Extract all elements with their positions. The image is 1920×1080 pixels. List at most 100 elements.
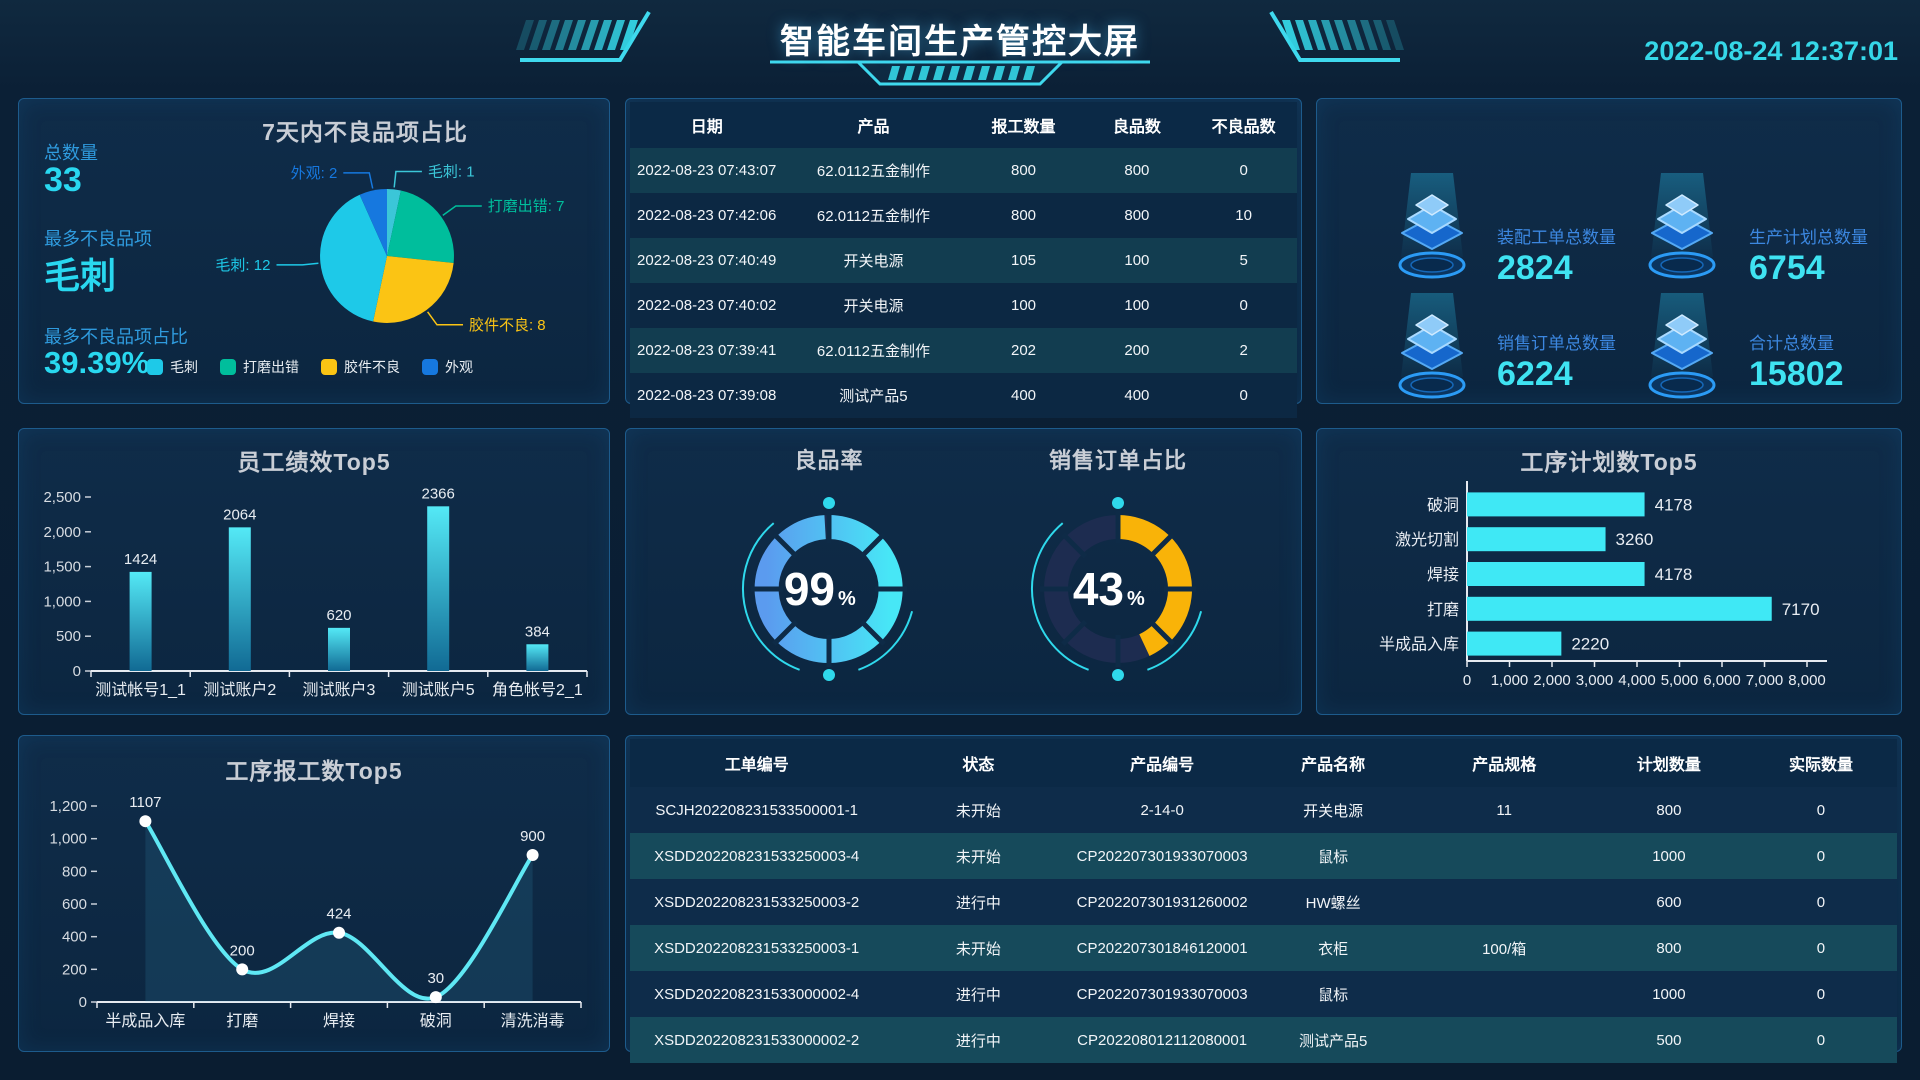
table-cell: 800 xyxy=(1010,207,1037,224)
svg-text:424: 424 xyxy=(326,906,351,923)
table-cell: 鼠标 xyxy=(1318,848,1349,866)
svg-text:角色帐号2_1: 角色帐号2_1 xyxy=(492,681,583,699)
svg-text:激光切割: 激光切割 xyxy=(1395,531,1459,549)
table-cell: 测试产品5 xyxy=(1298,1032,1368,1050)
table-row: XSDD202208231533250003-1 未开始 CP20220730184… xyxy=(630,925,1897,971)
table-cell: 0 xyxy=(1239,297,1248,314)
stat-label-top-defect: 最多不良品项 xyxy=(44,229,152,249)
legend-item: 外观 xyxy=(422,357,473,377)
svg-text:2,000: 2,000 xyxy=(1533,672,1571,689)
table-cell: CP202207301931260002 xyxy=(1076,893,1248,911)
total-label: 销售订单总数量 xyxy=(1497,334,1616,353)
col-header: 报工数量 xyxy=(963,102,1084,148)
table-cell: 100 xyxy=(1124,297,1150,314)
svg-text:测试账户3: 测试账户3 xyxy=(303,681,376,699)
table-cell: 开关电源 xyxy=(1303,802,1364,820)
table-cell: 100 xyxy=(1010,297,1037,314)
table-cell: 2022-08-23 07:40:49 xyxy=(637,252,777,269)
svg-text:7,000: 7,000 xyxy=(1746,672,1784,689)
total-label: 生产计划总数量 xyxy=(1749,228,1868,247)
table-cell: 0 xyxy=(1816,893,1826,911)
svg-text:620: 620 xyxy=(326,607,351,624)
table-cell: XSDD202208231533250003-4 xyxy=(654,847,860,865)
table-cell: 400 xyxy=(1010,387,1037,404)
table-cell: 进行中 xyxy=(955,986,1001,1004)
table-cell: CP202207301933070003 xyxy=(1076,847,1248,865)
svg-text:半成品入库: 半成品入库 xyxy=(105,1012,185,1030)
svg-text:5,000: 5,000 xyxy=(1661,672,1699,689)
stat-value-top-ratio: 39.39% xyxy=(44,345,150,380)
table-cell xyxy=(1416,833,1593,879)
svg-text:破洞: 破洞 xyxy=(1427,496,1459,514)
table-cell: 62.0112五金制作 xyxy=(816,208,930,225)
table-cell: 0 xyxy=(1239,387,1248,404)
col-header: 状态 xyxy=(883,739,1074,787)
table-cell: 500 xyxy=(1656,1031,1682,1049)
svg-text:2220: 2220 xyxy=(1571,635,1609,654)
legend-label: 胶件不良 xyxy=(344,359,400,375)
work-order-table: 工单编号 状态 产品编号 产品名称 产品规格 计划数量 实际数量 SCJH202… xyxy=(630,739,1897,1063)
table-header-row: 日期 产品 报工数量 良品数 不良品数 xyxy=(630,102,1297,148)
table-cell: 进行中 xyxy=(955,1032,1001,1050)
svg-text:7170: 7170 xyxy=(1782,600,1820,619)
svg-text:测试账户5: 测试账户5 xyxy=(402,681,475,699)
table-cell: 测试产品5 xyxy=(839,388,908,405)
svg-text:800: 800 xyxy=(62,863,87,880)
table-cell: 未开始 xyxy=(955,848,1001,866)
stat-value-top-defect: 毛刺 xyxy=(44,255,117,296)
svg-text:外观: 2: 外观: 2 xyxy=(291,165,338,182)
layers-icon xyxy=(1398,171,1466,279)
table-row: XSDD202208231533000002-2 进行中 CP20220801211… xyxy=(630,1017,1897,1063)
svg-text:6,000: 6,000 xyxy=(1703,672,1741,689)
col-header: 产品名称 xyxy=(1250,739,1416,787)
table-cell: 开关电源 xyxy=(843,253,904,270)
table-cell: 0 xyxy=(1239,162,1248,179)
svg-text:%: % xyxy=(1127,588,1145,610)
stat-label-total: 总数量 xyxy=(44,143,98,163)
svg-text:900: 900 xyxy=(520,828,545,845)
table-row: 2022-08-23 07:40:02 开关电源 100 100 0 xyxy=(630,283,1297,328)
table-cell: 11 xyxy=(1496,801,1512,819)
svg-text:半成品入库: 半成品入库 xyxy=(1379,636,1459,654)
table-cell: 2-14-0 xyxy=(1140,801,1184,819)
svg-text:4,000: 4,000 xyxy=(1618,672,1656,689)
table-cell: 100 xyxy=(1124,252,1150,269)
table-row: 2022-08-23 07:40:49 开关电源 105 100 5 xyxy=(630,238,1297,283)
panel-gauges: 良品率 销售订单占比 99% 43% xyxy=(625,428,1302,715)
table-cell: 105 xyxy=(1010,252,1037,269)
svg-text:清洗消毒: 清洗消毒 xyxy=(501,1012,565,1030)
datetime-display: 2022-08-24 12:37:01 xyxy=(1644,36,1898,66)
svg-text:测试账户2: 测试账户2 xyxy=(203,681,276,699)
panel-title: 工序计划数Top5 xyxy=(1520,449,1698,475)
table-cell: 开关电源 xyxy=(843,298,904,315)
table-cell: 0 xyxy=(1816,939,1826,957)
svg-text:0: 0 xyxy=(73,663,81,680)
col-header: 工单编号 xyxy=(630,739,884,787)
svg-text:破洞: 破洞 xyxy=(420,1012,452,1030)
table-cell: 鼠标 xyxy=(1318,986,1349,1004)
table-cell: 1000 xyxy=(1652,985,1686,1003)
table-row: XSDD202208231533250003-2 进行中 CP20220730193… xyxy=(630,879,1897,925)
svg-text:1,000: 1,000 xyxy=(43,593,81,610)
table-cell: CP202207301846120001 xyxy=(1076,939,1248,957)
table-row: XSDD202208231533250003-4 未开始 CP20220730193… xyxy=(630,833,1897,879)
table-cell: 未开始 xyxy=(955,802,1001,820)
sales-order-gauge: 43% xyxy=(1030,497,1203,681)
total-value: 15802 xyxy=(1749,355,1844,393)
table-cell: 202 xyxy=(1010,342,1037,359)
svg-text:3,000: 3,000 xyxy=(1576,672,1614,689)
svg-text:%: % xyxy=(838,588,856,610)
table-row: 2022-08-23 07:39:41 62.0112五金制作 202 200 2 xyxy=(630,328,1297,373)
svg-text:1,200: 1,200 xyxy=(49,798,87,815)
table-cell: 进行中 xyxy=(955,894,1001,912)
legend-item: 打磨出错 xyxy=(220,357,299,377)
svg-text:400: 400 xyxy=(62,929,87,946)
table-cell: 10 xyxy=(1235,207,1252,224)
svg-text:4178: 4178 xyxy=(1655,565,1693,584)
svg-text:600: 600 xyxy=(62,896,87,913)
table-cell: 0 xyxy=(1816,801,1826,819)
panel-title: 员工绩效Top5 xyxy=(237,449,391,475)
report-table: 日期 产品 报工数量 良品数 不良品数 2022-08-23 07:43:07 6… xyxy=(630,102,1297,418)
svg-text:测试帐号1_1: 测试帐号1_1 xyxy=(95,681,186,699)
table-cell: 1000 xyxy=(1652,847,1686,865)
